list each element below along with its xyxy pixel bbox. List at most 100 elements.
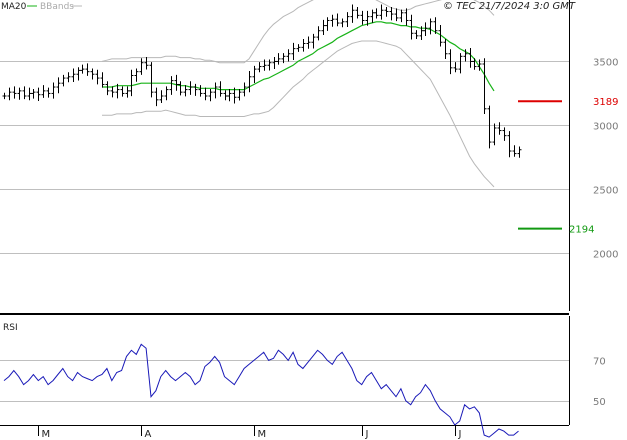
price-bar [242, 82, 247, 97]
price-bar [492, 123, 497, 146]
resistance-label: 3189 [593, 97, 618, 108]
price-bar [296, 44, 301, 52]
price-bar [95, 69, 100, 85]
price-bar [120, 86, 125, 97]
price-bar [272, 56, 277, 69]
price-bar [291, 42, 296, 61]
price-bar [423, 22, 428, 36]
price-bar [223, 90, 228, 101]
price-bar [139, 58, 144, 75]
price-bar [134, 68, 139, 82]
price-bar [227, 88, 232, 102]
price-bar [144, 56, 149, 70]
price-bar [458, 53, 463, 74]
price-bar [355, 7, 360, 19]
price-tick-label-3500: 3500 [593, 57, 618, 68]
price-bar [61, 74, 66, 87]
price-bar [301, 39, 306, 52]
price-bar [448, 49, 453, 75]
price-bar [487, 105, 492, 149]
ma20-path [102, 21, 495, 92]
rsi-tick-label-50: 50 [593, 397, 606, 408]
price-bar [482, 58, 487, 115]
ma20-line [102, 21, 495, 92]
month-label-A: A [145, 429, 152, 440]
price-bar [198, 85, 203, 97]
price-bar [360, 10, 365, 25]
rsi-axis-labels: 70 50 [593, 356, 606, 407]
price-bar [80, 64, 85, 74]
price-bar [188, 81, 193, 95]
bband-upper [101, 0, 495, 64]
price-bar [110, 86, 115, 98]
price-bar [414, 30, 419, 40]
price-bar [379, 4, 384, 20]
price-bar [286, 49, 291, 62]
price-tick-label-2000: 2000 [593, 249, 618, 260]
month-label-J: J [458, 429, 462, 440]
price-bar [517, 146, 522, 158]
gridlines [0, 61, 569, 402]
rsi-path [3, 343, 519, 438]
bollinger-bands [101, 0, 495, 188]
price-bar [365, 10, 370, 26]
price-bar [232, 87, 237, 104]
price-bar [404, 8, 409, 26]
price-bar [213, 82, 218, 99]
price-bar [17, 87, 22, 100]
price-bar [399, 9, 404, 23]
price-bar [203, 87, 208, 101]
price-bar [2, 92, 7, 100]
price-bar [374, 8, 379, 19]
price-bar [149, 62, 154, 98]
price-bar [433, 17, 438, 34]
price-bar [453, 62, 458, 73]
price-bar [438, 24, 443, 47]
price-bar [12, 86, 17, 99]
rsi-line [3, 343, 519, 438]
price-bar [502, 127, 507, 141]
support-label: 2194 [569, 225, 594, 236]
price-bar [472, 58, 477, 70]
price-tick-label-2500: 2500 [593, 185, 618, 196]
price-bar [208, 88, 213, 102]
price-bar [105, 81, 110, 96]
price-bar [267, 59, 272, 71]
price-levels: 3189 2194 [518, 97, 618, 236]
price-bar [159, 90, 164, 104]
price-bar [443, 39, 448, 60]
price-bar [512, 145, 517, 157]
price-bar [316, 26, 321, 41]
legend: MA20 BBands [1, 2, 82, 12]
price-bar [56, 77, 61, 94]
price-bar [370, 9, 375, 23]
price-bar [193, 83, 198, 96]
price-bar [90, 68, 95, 80]
price-bar [325, 17, 330, 31]
price-bar [100, 72, 105, 88]
price-tick-label-3000: 3000 [593, 121, 618, 132]
price-bar [174, 74, 179, 91]
price-bar [66, 72, 71, 83]
legend-bbands: BBands [40, 2, 74, 12]
rsi-tick-label-70: 70 [593, 356, 606, 367]
month-label-M: M [42, 429, 51, 440]
price-bar [183, 85, 188, 97]
price-bar [477, 59, 482, 71]
price-bar [507, 131, 512, 158]
price-bar [115, 83, 120, 99]
price-bar [71, 68, 76, 83]
price-bar [345, 12, 350, 28]
price-bar [419, 26, 424, 41]
price-bar [463, 49, 468, 62]
price-bar [321, 19, 326, 35]
month-label-J: J [365, 429, 369, 440]
price-bar [41, 85, 46, 98]
price-bar [306, 36, 311, 49]
price-bar [428, 18, 433, 35]
price-bar [125, 86, 130, 98]
price-bar [85, 63, 90, 76]
price-axis-labels: 3500 3000 2500 2000 [593, 57, 618, 260]
